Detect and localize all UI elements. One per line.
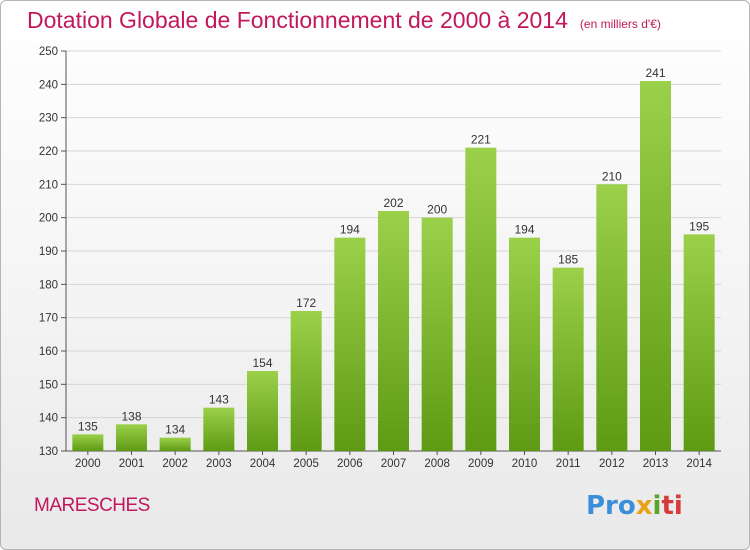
bar-2002	[159, 437, 191, 451]
value-label-2007: 202	[383, 196, 403, 210]
bar-2001	[116, 424, 147, 451]
bar-2000	[72, 434, 104, 451]
x-tick-label-2007: 2007	[381, 458, 407, 470]
x-tick-label-2009: 2009	[468, 458, 494, 470]
y-tick-label: 160	[39, 346, 58, 358]
x-tick-label-2005: 2005	[293, 458, 319, 470]
value-label-2005: 172	[296, 296, 316, 310]
value-label-2001: 138	[121, 409, 141, 423]
chart-title: Dotation Globale de Fonctionnement de 20…	[27, 7, 661, 34]
bar-2007	[378, 211, 409, 451]
bar-2005	[290, 311, 322, 451]
y-tick-label: 240	[39, 79, 58, 91]
y-tick-label: 230	[39, 113, 58, 125]
bar-2011	[552, 267, 584, 451]
y-tick-label: 180	[39, 279, 58, 291]
y-tick-label: 140	[39, 413, 58, 425]
y-tick-label: 250	[39, 46, 58, 58]
bar-2013	[640, 81, 671, 451]
y-tick-label: 170	[39, 313, 58, 325]
x-tick-label-2002: 2002	[162, 458, 188, 470]
value-label-2004: 154	[252, 356, 272, 370]
x-tick-label-2011: 2011	[556, 458, 581, 470]
bars	[72, 81, 715, 452]
bar-2003	[203, 407, 235, 451]
bar-2012	[596, 184, 628, 452]
x-tick-label-2008: 2008	[424, 458, 450, 470]
value-label-2002: 134	[165, 423, 185, 437]
bar-2014	[683, 234, 715, 451]
x-tick-label-2004: 2004	[250, 458, 276, 470]
x-tick-label-2010: 2010	[512, 458, 538, 470]
bar-2004	[247, 371, 278, 451]
x-tick-label-2014: 2014	[686, 458, 712, 470]
y-tick-label: 220	[39, 146, 58, 158]
bar-2006	[334, 237, 366, 451]
x-tick-label-2013: 2013	[643, 458, 669, 470]
axes: 130 140 150 160 170 180 190 200 210 220 230 240 250 2…	[39, 46, 721, 470]
value-label-2012: 210	[602, 169, 622, 183]
value-label-2010: 194	[514, 223, 534, 237]
value-label-2011: 185	[558, 253, 578, 267]
value-label-2014: 195	[689, 219, 709, 233]
chart-title-text: Dotation Globale de Fonctionnement de 20…	[27, 7, 568, 33]
y-tick-label: 200	[39, 213, 58, 225]
y-tick-label: 190	[39, 246, 58, 258]
proxiti-logo[interactable]: Proxiti	[586, 491, 683, 521]
bar-2008	[421, 217, 453, 451]
bar-2009	[465, 147, 497, 451]
value-label-2008: 200	[427, 203, 447, 217]
chart-subtitle: (en milliers d'€)	[579, 17, 661, 31]
x-tick-label-2006: 2006	[337, 458, 363, 470]
y-tick-label: 150	[39, 379, 58, 391]
value-label-2009: 221	[471, 133, 491, 147]
bar-2010	[509, 237, 540, 451]
commune-name: MARESCHES	[34, 495, 150, 516]
x-tick-label-2003: 2003	[206, 458, 232, 470]
y-tick-label: 210	[39, 179, 58, 191]
x-tick-label-2012: 2012	[599, 458, 625, 470]
value-label-2000: 135	[78, 419, 98, 433]
value-label-2003: 143	[209, 393, 229, 407]
value-labels: 135 138 134 143 154 172 194 202 200 221 194 185 210 2…	[78, 66, 710, 437]
value-label-2013: 241	[645, 66, 665, 80]
value-label-2006: 194	[340, 223, 360, 237]
x-tick-label-2001: 2001	[119, 458, 145, 470]
y-tick-label: 130	[39, 446, 58, 458]
x-tick-label-2000: 2000	[75, 458, 101, 470]
